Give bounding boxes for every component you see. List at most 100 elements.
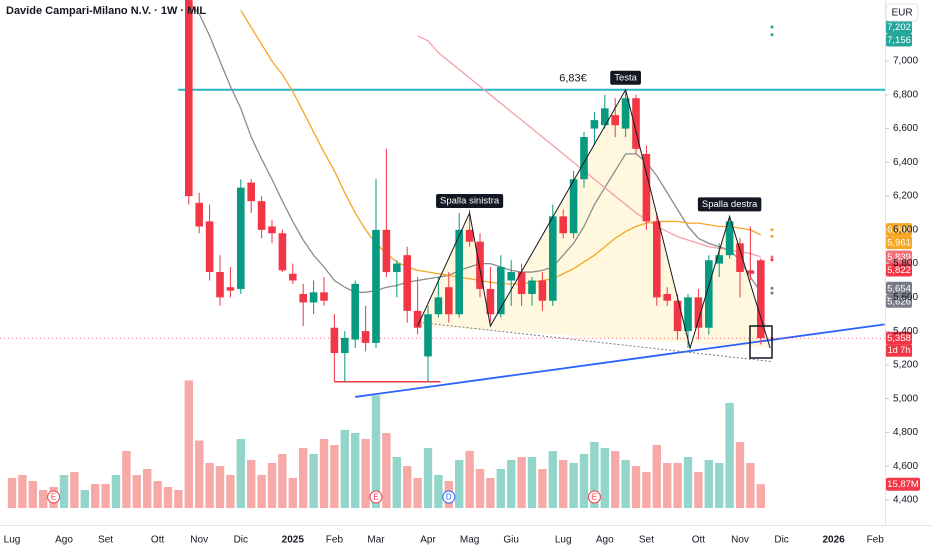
volume-bar <box>309 454 318 508</box>
y-tick-label: 6,800 <box>893 89 918 100</box>
volume-bar <box>392 457 401 508</box>
pattern-label-box <box>436 193 504 208</box>
candle-body <box>715 255 723 264</box>
price-tag-label: 5,626 <box>887 296 911 307</box>
price-tag-label: 5,822 <box>887 265 911 276</box>
volume-bar <box>111 475 121 508</box>
countdown: 1d 7h <box>888 345 911 355</box>
candle-body <box>247 182 255 202</box>
volume-bar <box>507 460 516 508</box>
x-tick-label: Mar <box>367 535 385 546</box>
volume-bar <box>527 457 537 508</box>
volume-bar <box>673 463 682 508</box>
volume-bar <box>184 380 193 508</box>
volume-bar <box>7 478 17 508</box>
candle-body <box>507 272 515 281</box>
event-label: E <box>373 493 378 502</box>
candle-body <box>268 226 276 234</box>
price-tag <box>886 223 912 237</box>
candle-body <box>725 221 734 256</box>
volume-bar <box>465 451 474 508</box>
price-dot <box>770 228 774 232</box>
neckline <box>422 322 772 362</box>
pattern-label: Spalla destra <box>702 199 758 210</box>
volume-bar <box>475 469 485 508</box>
price-tag-label: 6,001 <box>887 225 911 236</box>
candle-body <box>237 187 245 289</box>
candle-body <box>673 300 682 332</box>
countdown-box <box>886 344 912 357</box>
candle-body <box>185 0 193 197</box>
candle-body <box>559 216 567 234</box>
volume-bar <box>642 472 651 508</box>
candle-body <box>455 229 463 315</box>
x-tick-label: Nov <box>190 535 208 546</box>
volume-bar <box>195 440 204 508</box>
currency[interactable]: EUR <box>891 8 912 19</box>
volume-bar <box>746 463 755 508</box>
volume-bar <box>621 460 630 508</box>
volume-bar <box>351 433 360 508</box>
event-label: E <box>51 493 56 502</box>
candle-body <box>580 137 588 180</box>
price-tag <box>886 20 912 34</box>
volume-bar <box>267 463 277 508</box>
volume-bar <box>299 448 308 508</box>
candle-body <box>341 337 349 354</box>
event-marker[interactable] <box>369 490 383 504</box>
price-tag-label: 5,654 <box>887 283 911 294</box>
event-marker[interactable] <box>442 490 456 504</box>
price-tag-label: 5,961 <box>887 238 911 249</box>
event-marker[interactable] <box>587 490 601 504</box>
price-tag-label: 5,839 <box>887 252 911 263</box>
volume-bar <box>725 403 734 508</box>
pattern-fill <box>417 89 771 348</box>
candle-body <box>351 283 359 340</box>
candle-body <box>601 108 609 126</box>
price-tag-label: 7,156 <box>887 35 911 46</box>
candle-body <box>705 260 713 328</box>
volume-bar <box>538 469 547 508</box>
price-dot <box>770 33 774 37</box>
candle-body <box>736 243 744 273</box>
pattern-label-box <box>697 197 762 212</box>
volume-bar <box>91 484 100 508</box>
moving-average <box>188 1 762 293</box>
candle-body <box>465 229 474 242</box>
event-label: D <box>446 493 452 502</box>
volume-bar <box>423 448 433 508</box>
volume-bar <box>361 439 370 508</box>
volume-bar <box>517 457 526 508</box>
volume-bar <box>330 445 339 508</box>
y-tick-label: 5,200 <box>893 360 918 371</box>
candle-body <box>330 327 339 354</box>
volume-bar <box>704 460 713 508</box>
moving-average <box>417 35 762 258</box>
x-tick-label: Set <box>98 535 113 546</box>
candle-body <box>663 293 671 301</box>
volume-bar <box>569 463 578 508</box>
volume-bar <box>59 475 69 508</box>
candle-body <box>476 241 484 289</box>
volume-bar <box>18 475 27 508</box>
volume-bar <box>486 478 495 508</box>
event-marker[interactable] <box>47 490 61 504</box>
candle-body <box>694 297 703 328</box>
volume-bar <box>132 475 141 508</box>
y-tick-label: 5,800 <box>893 258 918 269</box>
volume-bar <box>590 442 599 508</box>
volume-bar <box>288 478 297 508</box>
volume-bar <box>101 484 110 508</box>
volume-bar <box>340 430 349 508</box>
trend-line <box>355 323 885 398</box>
volume-bar <box>559 460 568 508</box>
price-dot <box>770 258 774 262</box>
volume-bar <box>413 478 422 508</box>
volume-bar <box>434 475 443 508</box>
y-tick-label: 4,400 <box>893 495 918 506</box>
volume-bar <box>600 448 609 508</box>
x-tick-label: Lug <box>555 535 572 546</box>
volume-bar <box>694 472 703 508</box>
volume-bar <box>319 439 329 508</box>
currency-box[interactable] <box>885 3 919 22</box>
